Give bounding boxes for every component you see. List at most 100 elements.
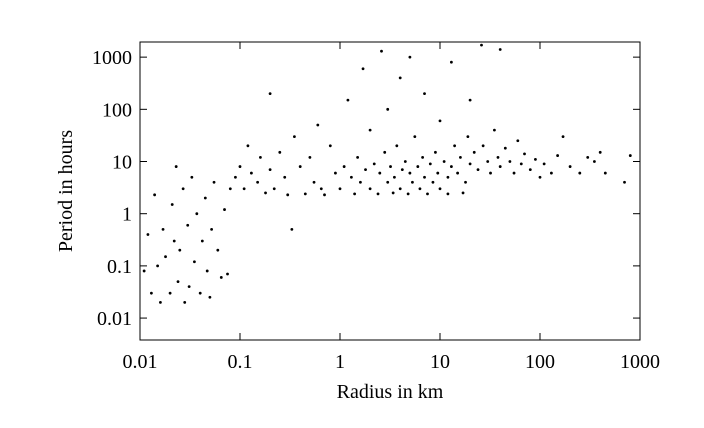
- data-point: [242, 187, 246, 191]
- data-point: [368, 187, 372, 191]
- data-point: [181, 187, 185, 191]
- data-point: [164, 255, 167, 259]
- data-point: [386, 180, 390, 184]
- data-point: [256, 180, 260, 184]
- data-point: [246, 144, 250, 148]
- data-point: [442, 160, 446, 163]
- data-point: [219, 276, 223, 279]
- data-point: [489, 171, 492, 175]
- data-point: [268, 92, 272, 96]
- data-point: [426, 192, 429, 196]
- data-point: [203, 196, 207, 200]
- data-point: [493, 128, 496, 132]
- data-point: [459, 155, 462, 159]
- data-point: [195, 212, 199, 216]
- data-point: [142, 269, 146, 273]
- data-point: [472, 150, 476, 154]
- data-point: [386, 107, 390, 111]
- data-point: [268, 168, 272, 171]
- data-point: [395, 144, 399, 148]
- data-point: [461, 191, 465, 195]
- data-point: [323, 193, 326, 197]
- data-point: [234, 175, 237, 179]
- data-point: [508, 160, 512, 163]
- y-axis-label: Period in hours: [55, 130, 77, 252]
- data-point: [398, 187, 402, 191]
- data-point: [308, 155, 312, 159]
- y-tick-label: 0.01: [97, 308, 132, 330]
- data-point: [476, 168, 480, 171]
- data-point: [364, 168, 367, 171]
- y-tick-label: 0.1: [107, 256, 132, 278]
- data-point: [468, 162, 472, 166]
- x-tick-label: 1: [335, 351, 345, 373]
- data-point: [290, 228, 294, 231]
- data-point: [187, 285, 191, 289]
- data-point: [398, 76, 402, 80]
- data-point: [168, 291, 172, 295]
- data-point: [519, 162, 523, 166]
- data-point: [578, 171, 582, 175]
- data-point: [438, 119, 442, 123]
- data-point: [568, 165, 572, 168]
- data-point: [416, 165, 420, 168]
- data-point: [312, 180, 316, 184]
- data-point: [406, 192, 410, 196]
- data-point: [153, 193, 157, 197]
- data-point: [523, 152, 526, 156]
- y-tick-label: 1000: [92, 47, 132, 69]
- data-point: [228, 187, 232, 191]
- data-point: [438, 187, 442, 191]
- data-point: [359, 180, 362, 184]
- data-point: [200, 239, 204, 243]
- data-point: [449, 60, 453, 64]
- data-point: [603, 171, 607, 175]
- data-point: [446, 192, 450, 196]
- data-point: [480, 43, 483, 47]
- data-point: [528, 168, 532, 171]
- data-point: [223, 208, 226, 211]
- x-tick-label: 100: [525, 351, 555, 373]
- data-point: [286, 193, 290, 197]
- data-point: [408, 55, 412, 59]
- data-point: [421, 155, 425, 159]
- data-point: [503, 146, 507, 150]
- data-point: [434, 150, 437, 154]
- data-point: [264, 191, 267, 195]
- data-point: [178, 248, 182, 252]
- data-point: [408, 171, 412, 175]
- data-point: [349, 175, 353, 179]
- data-point: [423, 92, 426, 96]
- data-point: [376, 192, 380, 196]
- data-point: [380, 49, 383, 53]
- data-point: [623, 180, 626, 184]
- data-point: [428, 162, 432, 166]
- data-point: [498, 165, 502, 168]
- data-point: [534, 157, 537, 161]
- data-point: [249, 171, 253, 175]
- x-axis-label: Radius in km: [337, 381, 444, 403]
- plot-frame: [139, 41, 641, 341]
- data-point: [368, 128, 372, 132]
- data-point: [383, 150, 387, 154]
- data-point: [334, 171, 337, 175]
- y-tick-label: 10: [112, 152, 132, 174]
- data-point: [464, 180, 467, 184]
- data-point: [278, 150, 282, 154]
- data-point: [593, 160, 596, 163]
- data-point: [378, 171, 382, 175]
- data-point: [342, 165, 346, 168]
- data-point: [283, 175, 287, 179]
- data-point: [186, 223, 190, 227]
- data-point: [498, 48, 502, 51]
- data-point: [212, 180, 216, 184]
- data-point: [176, 280, 180, 283]
- data-point: [170, 203, 174, 206]
- data-point: [316, 123, 320, 127]
- data-point: [356, 155, 360, 159]
- data-point: [481, 144, 485, 148]
- data-point: [346, 98, 350, 102]
- data-point: [338, 187, 342, 191]
- x-tick-label: 10: [430, 351, 450, 373]
